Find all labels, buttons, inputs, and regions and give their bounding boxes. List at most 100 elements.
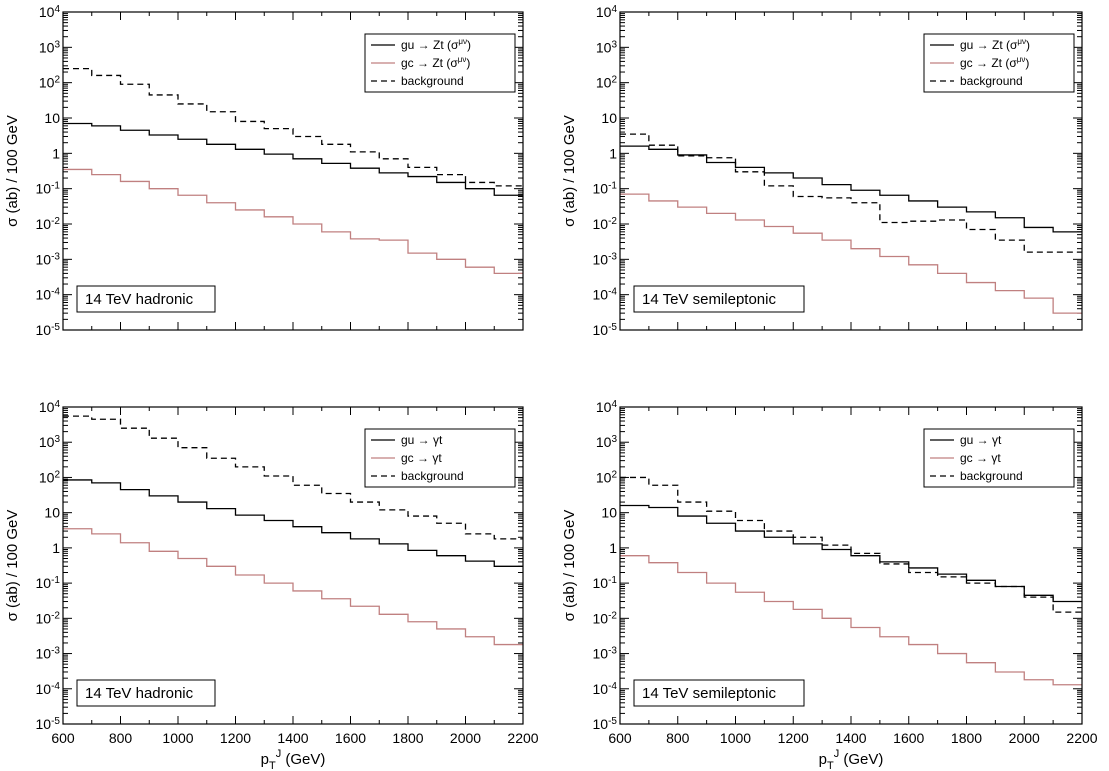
x-tick-label: 600 — [608, 730, 632, 746]
annotation-label: 14 TeV hadronic — [85, 685, 194, 702]
y-tick-label: 10-4 — [593, 680, 618, 697]
legend-label: background — [960, 469, 1023, 483]
annotation: 14 TeV hadronic — [76, 679, 216, 707]
y-tick-label: 10-2 — [593, 610, 618, 627]
x-tick-label: 1600 — [335, 730, 366, 746]
y-tick-label: 102 — [596, 74, 618, 91]
plot-frame — [619, 11, 1083, 331]
y-tick-label: 103 — [39, 39, 61, 56]
series-group — [63, 415, 523, 646]
y-tick-label: 102 — [39, 74, 61, 91]
series-line-3 — [620, 476, 1082, 613]
legend-label: background — [401, 469, 464, 483]
legend-label: gc → γt — [401, 451, 442, 465]
legend: gu → Zt (σμν) gc → Zt (σμν) background — [364, 33, 516, 93]
y-tick-label: 1 — [52, 540, 60, 556]
annotation-box — [76, 285, 216, 313]
x-axis: 600 800 1000 1200 1400 1600 1800 2000 2200 — [608, 407, 1098, 746]
plot-frame — [62, 406, 524, 725]
series-line-1 — [620, 145, 1082, 233]
y-tick-label: 10 — [44, 505, 60, 521]
legend-label: gu → Zt (σμν) — [401, 37, 471, 52]
y-tick-label: 10-1 — [593, 575, 618, 592]
y-tick-label: 10 — [44, 110, 60, 126]
y-tick-label: 103 — [596, 39, 618, 56]
x-tick-label: 2200 — [1066, 730, 1097, 746]
series-group — [620, 133, 1082, 314]
chart-panel-2: 10-5 10-4 10-3 10-2 10-1 1 10 102 103 104 σ (ab) /… — [561, 4, 1083, 339]
legend-label: gu → γt — [401, 433, 443, 447]
y-axis-label: σ (ab) / 100 GeV — [4, 510, 21, 622]
y-axis-label: σ (ab) / 100 GeV — [4, 115, 21, 227]
x-tick-label: 1000 — [162, 730, 193, 746]
series-line-2 — [620, 193, 1082, 314]
legend-label: gc → Zt (σμν) — [401, 55, 470, 70]
y-axis-label: σ (ab) / 100 GeV — [561, 510, 578, 622]
x-axis-label: pTJ (GeV) — [261, 748, 326, 771]
x-tick-label: 600 — [51, 730, 75, 746]
legend-label: background — [401, 74, 464, 88]
y-tick-label: 102 — [596, 469, 618, 486]
x-tick-label: 800 — [109, 730, 133, 746]
series-line-1 — [63, 479, 523, 567]
x-tick-label: 2000 — [450, 730, 481, 746]
annotation-box — [633, 285, 805, 313]
y-tick-label: 103 — [39, 434, 61, 451]
series-line-2 — [63, 168, 523, 275]
y-tick-label: 104 — [596, 399, 618, 416]
x-tick-label: 2000 — [1009, 730, 1040, 746]
x-tick-label: 1400 — [277, 730, 308, 746]
y-tick-label: 10-5 — [593, 322, 618, 339]
x-tick-label: 800 — [666, 730, 690, 746]
legend-label: gu → γt — [960, 433, 1002, 447]
legend-label: gu → Zt (σμν) — [960, 37, 1030, 52]
y-tick-label: 10-1 — [36, 180, 61, 197]
legend-label: background — [960, 74, 1023, 88]
y-tick-label: 10-5 — [593, 716, 618, 733]
y-tick-label: 102 — [39, 469, 61, 486]
x-tick-label: 1200 — [220, 730, 251, 746]
y-tick-label: 10 — [601, 110, 617, 126]
x-tick-label: 2200 — [507, 730, 538, 746]
y-axis: 10-5 10-4 10-3 10-2 10-1 1 10 102 103 104 — [36, 399, 523, 732]
annotation-box — [76, 679, 216, 707]
y-tick-label: 10-4 — [593, 286, 618, 303]
series-line-2 — [63, 528, 523, 646]
y-tick-label: 10-2 — [36, 216, 61, 233]
legend-label: gc → γt — [960, 451, 1001, 465]
y-tick-label: 10 — [601, 505, 617, 521]
chart-panel-1: 10-5 10-4 10-3 10-2 10-1 1 10 102 103 104 σ (ab) /… — [4, 4, 524, 339]
y-tick-label: 104 — [596, 4, 618, 21]
series-line-3 — [620, 133, 1082, 253]
y-axis-label: σ (ab) / 100 GeV — [561, 115, 578, 227]
chart-panel-4: 600 800 1000 1200 1400 1600 1800 2000 220010-510… — [561, 399, 1098, 771]
legend: gu → Zt (σμν) gc → Zt (σμν) background — [923, 33, 1075, 93]
y-tick-label: 1 — [52, 145, 60, 161]
x-tick-label: 1800 — [392, 730, 423, 746]
series-line-3 — [63, 415, 523, 540]
y-tick-label: 10-3 — [593, 645, 618, 662]
y-tick-label: 10-2 — [593, 216, 618, 233]
y-axis: 10-5 10-4 10-3 10-2 10-1 1 10 102 103 104 — [36, 4, 523, 339]
y-tick-label: 10-5 — [36, 322, 61, 339]
series-line-3 — [63, 67, 523, 187]
legend-label: gc → Zt (σμν) — [960, 55, 1029, 70]
y-tick-label: 10-3 — [593, 251, 618, 268]
chart-panel-3: 600 800 1000 1200 1400 1600 1800 2000 220010-510… — [4, 399, 539, 771]
x-tick-label: 1400 — [835, 730, 866, 746]
series-line-1 — [63, 122, 523, 196]
y-tick-label: 10-1 — [36, 575, 61, 592]
annotation: 14 TeV semileptonic — [633, 679, 805, 707]
y-tick-label: 1 — [609, 145, 617, 161]
y-tick-label: 103 — [596, 434, 618, 451]
x-tick-label: 1000 — [720, 730, 751, 746]
y-axis: 10-5 10-4 10-3 10-2 10-1 1 10 102 103 104 — [593, 4, 1082, 339]
series-line-2 — [620, 555, 1082, 686]
x-axis-label: pTJ (GeV) — [819, 748, 884, 771]
series-group — [620, 476, 1082, 686]
y-axis: 10-5 10-4 10-3 10-2 10-1 1 10 102 103 104 — [593, 399, 1082, 733]
x-tick-label: 1600 — [893, 730, 924, 746]
annotation: 14 TeV semileptonic — [633, 285, 805, 313]
annotation-label: 14 TeV semileptonic — [642, 291, 776, 308]
